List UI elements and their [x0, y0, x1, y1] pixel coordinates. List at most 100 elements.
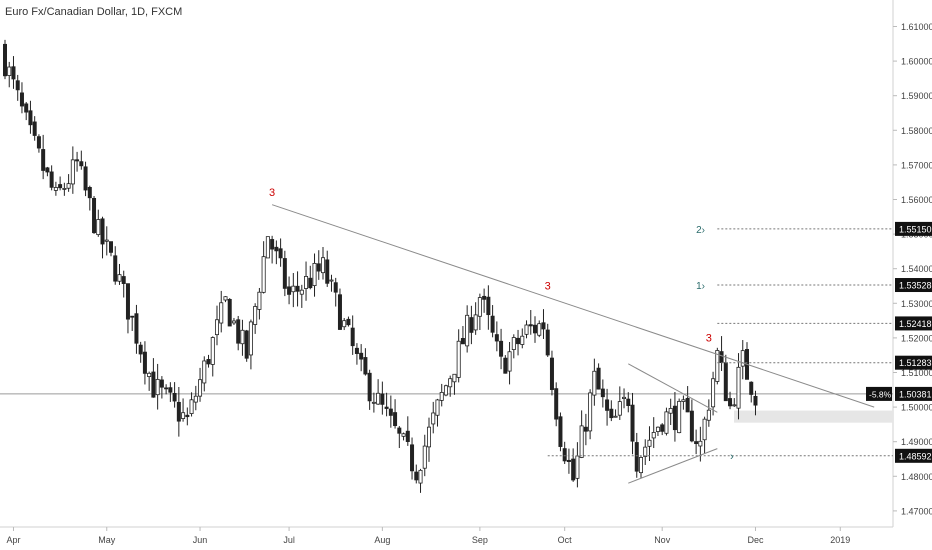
- candle-body: [41, 149, 46, 171]
- chart-title: Euro Fx/Canadian Dollar, 1D, FXCM: [5, 6, 183, 18]
- price-tick-label: 1.48000: [901, 472, 932, 482]
- price-tick-label: 1.53000: [901, 299, 932, 309]
- candle-body: [104, 239, 109, 242]
- price-tick-label: 1.49000: [901, 437, 932, 447]
- candle-body: [193, 395, 198, 403]
- candle-body: [503, 357, 508, 374]
- candle-body: [456, 340, 461, 378]
- price-tick-label: 1.50000: [901, 403, 932, 413]
- candle-body: [168, 387, 173, 393]
- candle-body: [354, 347, 359, 354]
- price-label-box: [895, 355, 932, 370]
- candle-body: [219, 302, 224, 324]
- target-zone: [734, 410, 893, 423]
- candle-body: [617, 401, 622, 416]
- time-tick-label: May: [98, 535, 116, 545]
- candle-body: [520, 335, 525, 345]
- candle-body: [151, 371, 156, 398]
- price-tick-label: 1.59000: [901, 91, 932, 101]
- candle-body: [214, 319, 219, 336]
- price-label-box: [895, 278, 932, 293]
- candle-body: [533, 324, 538, 334]
- candle-body: [630, 404, 635, 442]
- price-label: 1.51283: [899, 358, 932, 368]
- candle-body: [554, 388, 559, 420]
- candle-body: [181, 412, 186, 419]
- candle-body: [36, 136, 41, 149]
- candle-body: [448, 378, 453, 388]
- candle-body: [613, 415, 618, 418]
- candle-body: [507, 351, 512, 372]
- candle-body: [702, 418, 707, 441]
- candle-body: [723, 362, 728, 402]
- candle-body: [333, 282, 338, 293]
- candle-body: [274, 246, 279, 252]
- price-label: 1.53528: [899, 281, 932, 291]
- candle-body: [418, 469, 423, 484]
- candle-body: [643, 446, 648, 457]
- candle-body: [363, 357, 368, 375]
- price-label-box: [895, 448, 932, 463]
- candle-body: [410, 444, 415, 472]
- candle-body: [494, 334, 499, 342]
- candle-body: [647, 439, 652, 447]
- price-tick-label: 1.60000: [901, 57, 932, 67]
- candle-body: [316, 263, 321, 272]
- candle-body: [66, 183, 71, 189]
- candle-body: [672, 405, 677, 431]
- candle-body: [545, 329, 550, 356]
- chevron-right-icon: ›: [730, 451, 734, 463]
- candle-body: [312, 262, 317, 287]
- candle-body: [155, 378, 160, 396]
- candle-body: [511, 337, 516, 350]
- candles: [3, 39, 758, 493]
- candle-body: [53, 187, 58, 191]
- candle-body: [482, 295, 487, 300]
- candle-body: [664, 411, 669, 434]
- candle-body: [414, 471, 419, 481]
- pivot-label: 3: [545, 280, 551, 292]
- candle-body: [253, 306, 258, 325]
- current-price-box: [895, 386, 932, 401]
- candle-body: [278, 248, 283, 259]
- candle-body: [740, 350, 745, 367]
- candle-body: [393, 412, 398, 427]
- candle-body: [655, 426, 660, 432]
- candle-body: [134, 313, 139, 344]
- change-label: -5.8%: [869, 389, 892, 399]
- candle-body: [210, 337, 215, 365]
- candle-body: [58, 184, 63, 189]
- candle-body: [694, 441, 699, 445]
- price-label: 1.52418: [899, 319, 932, 329]
- candle-body: [558, 416, 563, 447]
- candle-body: [537, 323, 542, 336]
- candle-body: [397, 427, 402, 434]
- candle-body: [223, 296, 228, 301]
- candle-body: [634, 442, 639, 472]
- candle-body: [130, 315, 135, 318]
- trendline[interactable]: [628, 448, 718, 484]
- candle-body: [422, 445, 427, 469]
- candle-body: [609, 408, 614, 419]
- candle-body: [596, 367, 601, 390]
- candle-body: [70, 159, 75, 185]
- candle-body: [528, 324, 533, 327]
- time-tick-label: Jul: [283, 535, 295, 545]
- candle-body: [749, 381, 754, 395]
- candle-body: [499, 340, 504, 357]
- price-label: 1.48592: [899, 451, 932, 461]
- candle-body: [15, 80, 20, 91]
- candle-body: [668, 408, 673, 414]
- trendline[interactable]: [271, 204, 875, 408]
- candle-body: [45, 167, 50, 173]
- trendline[interactable]: [628, 363, 718, 413]
- candle-body: [96, 219, 101, 236]
- candle-body: [405, 430, 410, 442]
- candle-body: [571, 458, 576, 481]
- time-tick-label: 2019: [830, 535, 850, 545]
- candle-body: [600, 388, 605, 398]
- candle-body: [583, 426, 588, 432]
- candle-body: [11, 66, 16, 80]
- candle-body: [248, 321, 253, 356]
